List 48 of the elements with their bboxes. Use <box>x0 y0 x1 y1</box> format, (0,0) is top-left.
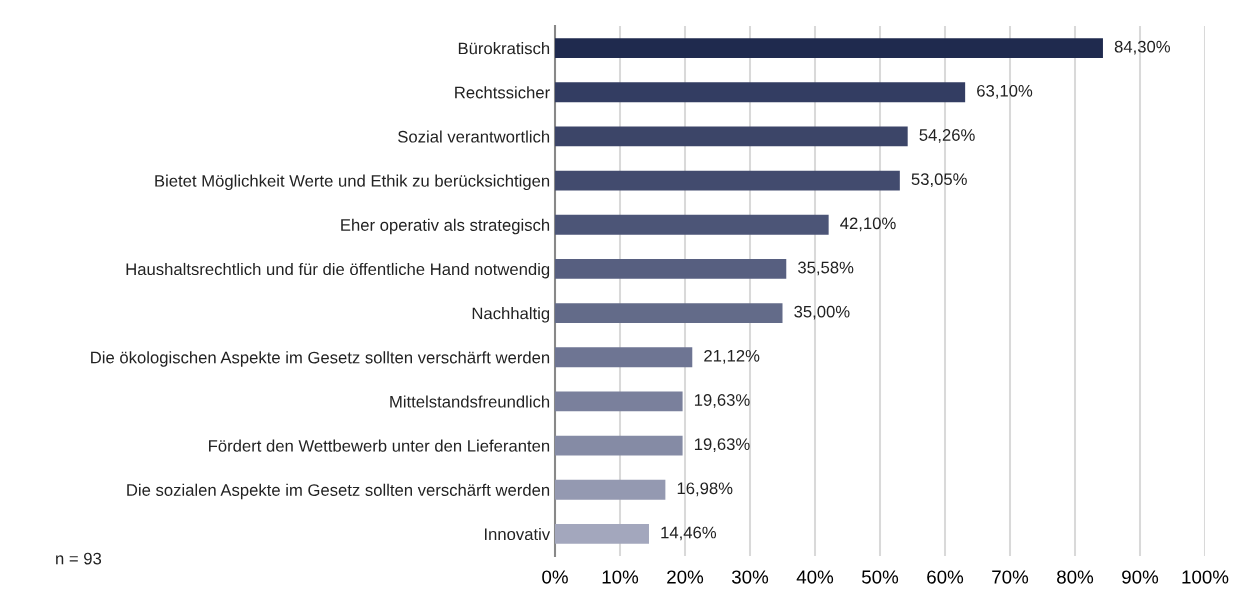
data-label: 14,46% <box>661 526 717 541</box>
x-tick-label: 90% <box>1122 570 1159 584</box>
bar <box>555 303 783 324</box>
bar <box>555 391 683 412</box>
x-tick-label: 30% <box>731 570 769 584</box>
data-label: 63,10% <box>977 84 1033 99</box>
y-tick-label: Fördert den Wettbewerb unter den Lieferanten <box>209 439 550 452</box>
y-tick-label: Haushaltsrechtlich und für die öffentliche Hand notwendig <box>126 262 550 279</box>
data-label: 19,63% <box>694 438 750 453</box>
data-label: 35,00% <box>794 305 850 320</box>
y-tick-label: Bietet Möglichkeit Werte und Ethik zu berücksichtigen <box>155 174 550 191</box>
bar <box>555 347 693 368</box>
data-label: 42,10% <box>840 217 896 232</box>
y-tick-label: Bürokratisch <box>458 42 550 55</box>
bar <box>555 82 966 103</box>
x-tick-label: 50% <box>861 570 899 584</box>
y-tick-label: Nachhaltig <box>472 307 550 323</box>
data-label: 84,30% <box>1114 40 1170 55</box>
data-label: 54,26% <box>919 129 975 143</box>
y-tick-label: Sozial verantwortlich <box>398 130 550 143</box>
x-tick-label: 40% <box>796 570 834 584</box>
y-tick-label: Innovativ <box>484 527 551 541</box>
data-label: 16,98% <box>677 482 733 497</box>
x-tick-label: 20% <box>667 570 704 584</box>
bar <box>555 479 666 500</box>
data-label: 21,12% <box>704 349 760 364</box>
data-label: 19,63% <box>694 394 750 408</box>
x-tick-label: 70% <box>992 570 1029 584</box>
y-tick-label: Eher operativ als strategisch <box>341 218 550 235</box>
y-tick-label: Mittelstandsfreundlich <box>390 395 550 408</box>
x-tick-label: 60% <box>927 570 964 584</box>
x-tick-label: 80% <box>1057 570 1094 584</box>
y-tick-label: Die sozialen Aspekte im Gesetz sollten verschärft werden <box>127 483 550 500</box>
y-tick-label: Rechtssicher <box>455 86 550 99</box>
data-label: 35,58% <box>798 261 854 276</box>
bar <box>555 38 1103 59</box>
bar <box>555 258 787 279</box>
bar <box>555 126 908 147</box>
x-tick-label: 100% <box>1182 570 1229 584</box>
bar <box>555 523 649 544</box>
bar <box>555 214 829 235</box>
x-tick-label: 10% <box>602 570 639 584</box>
bar <box>555 170 900 191</box>
y-tick-label: Die ökologischen Aspekte im Gesetz sollten verschärft werden <box>91 351 550 367</box>
bar <box>555 435 683 456</box>
x-tick-label: 0% <box>542 570 568 584</box>
text: n = 93 <box>56 552 102 565</box>
data-label: 53,05% <box>911 173 967 188</box>
